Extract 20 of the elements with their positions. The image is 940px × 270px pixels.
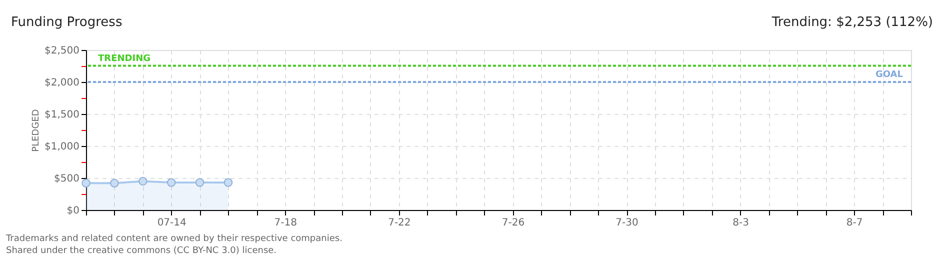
y-tick-label: $0 — [66, 206, 80, 216]
y-tick-label: $1,500 — [44, 110, 80, 120]
ref-line-label: TRENDING — [98, 54, 150, 64]
x-tick-label: 7-22 — [388, 218, 411, 228]
x-tick-label: 7-18 — [274, 218, 297, 228]
x-tick-label: 7-30 — [616, 218, 638, 228]
x-tick-label: 7-26 — [502, 218, 525, 228]
text: Trademarks and related content are owned by their respective companies. — [5, 234, 342, 244]
ref-line-label: GOAL — [876, 70, 904, 80]
y-tick-label: $500 — [54, 174, 80, 184]
text: Trending: $2,253 (112%) — [770, 15, 933, 30]
x-tick-label: 8-3 — [732, 218, 749, 228]
chart-title: Funding Progress — [11, 15, 122, 30]
x-tick-label: 8-7 — [846, 218, 863, 228]
text: Shared under the creative commons (CC BY-NC 3.0) license. — [6, 246, 277, 256]
y-tick-label: $1,000 — [44, 142, 80, 152]
y-tick-label: $2,500 — [44, 46, 80, 56]
y-tick-label: $2,000 — [44, 78, 80, 88]
y-axis-title: PLEDGED — [32, 109, 42, 152]
x-tick-label: 07-14 — [157, 218, 186, 228]
